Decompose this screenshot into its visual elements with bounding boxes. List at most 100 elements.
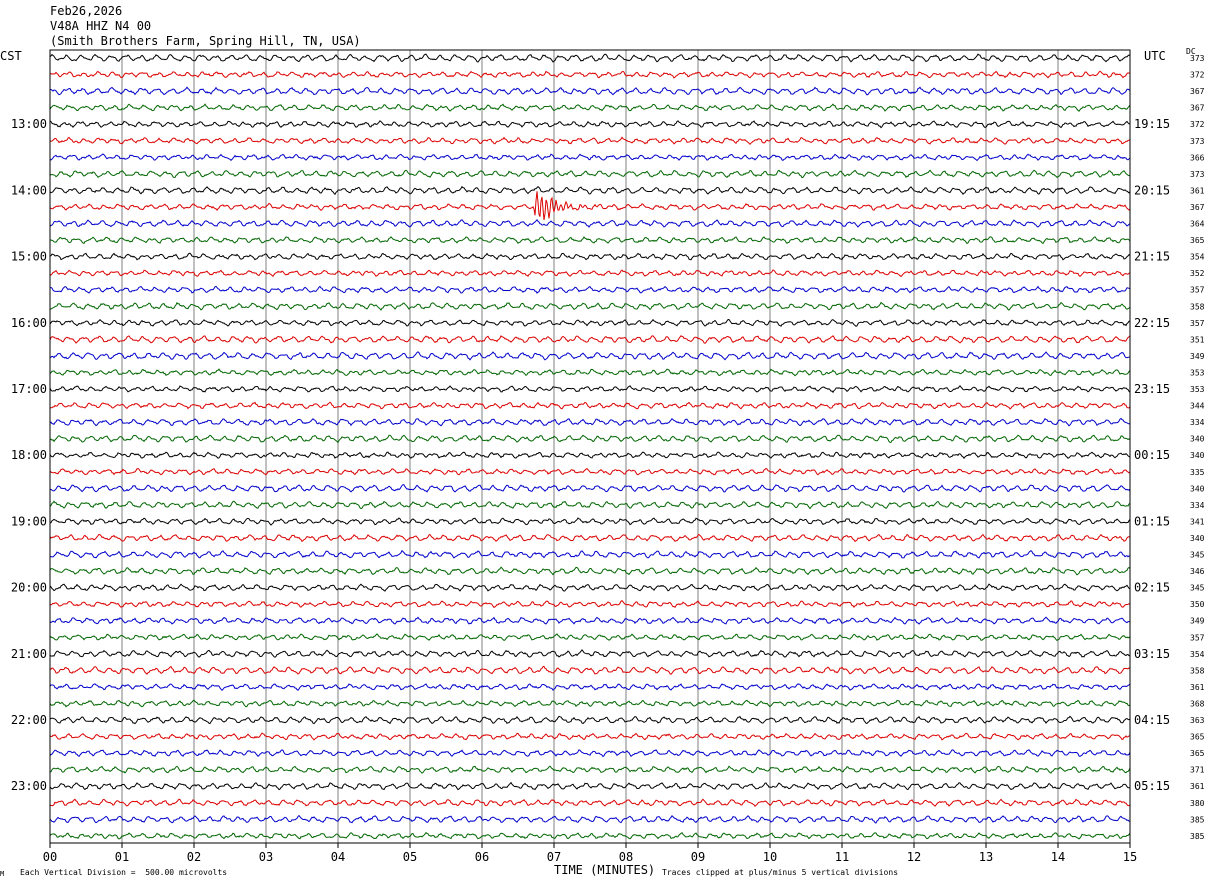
trace-line: [49, 103, 1131, 112]
trace-line: [49, 566, 1131, 576]
trace-line: [49, 665, 1131, 675]
trace-line: [49, 120, 1131, 129]
trace-line: [49, 683, 1131, 691]
dc-offset-label: 367: [1190, 87, 1205, 96]
trace-line: [49, 434, 1131, 444]
trace-line: [49, 831, 1131, 840]
dc-offset-label: 346: [1190, 567, 1205, 576]
dc-offset-label: 334: [1190, 501, 1205, 510]
dc-offset-label: 352: [1190, 269, 1205, 278]
station-code: V48A HHZ N4 00: [50, 19, 152, 33]
right-hour-label: 19:15: [1134, 117, 1170, 131]
trace-line: [49, 269, 1131, 278]
dc-offset-label: 341: [1190, 517, 1205, 526]
x-tick-label: 13: [979, 850, 993, 864]
dc-offset-label: 351: [1190, 335, 1205, 344]
left-hour-label: 22:00: [11, 713, 47, 727]
dc-offset-label: 357: [1190, 286, 1205, 295]
dc-offset-label: 334: [1190, 418, 1205, 427]
x-axis-label: TIME (MINUTES): [554, 863, 656, 877]
dc-offset-label: 366: [1190, 153, 1205, 162]
trace-line: [49, 765, 1131, 774]
dc-offset-label: 367: [1190, 104, 1205, 113]
trace-line: [49, 500, 1131, 510]
trace-line: [49, 814, 1131, 824]
plot-frame: [49, 49, 1131, 844]
dc-offset-label: 358: [1190, 666, 1205, 675]
dc-offset-label: 385: [1190, 832, 1205, 841]
x-tick-label: 00: [43, 850, 57, 864]
trace-line: [49, 191, 1131, 221]
left-hour-label: 14:00: [11, 183, 47, 197]
dc-offset-label: 361: [1190, 683, 1205, 692]
dc-offset-label: 354: [1190, 650, 1205, 659]
trace-line: [49, 533, 1131, 543]
dc-offset-label: 335: [1190, 468, 1205, 477]
left-hour-label: 23:00: [11, 779, 47, 793]
clip-note: Traces clipped at plus/minus 5 vertical …: [662, 868, 899, 877]
x-tick-label: 05: [403, 850, 417, 864]
dc-offset-label: 345: [1190, 551, 1205, 560]
x-tick-label: 15: [1123, 850, 1137, 864]
dc-offset-label: 340: [1190, 451, 1205, 460]
dc-offset-label: 354: [1190, 253, 1205, 262]
left-hour-label: 21:00: [11, 647, 47, 661]
right-hour-label: 20:15: [1134, 183, 1170, 197]
right-hour-label: 00:15: [1134, 448, 1170, 462]
left-hour-label: 13:00: [11, 117, 47, 131]
trace-line: [49, 732, 1131, 741]
x-tick-label: 08: [619, 850, 633, 864]
dc-offset-label: 344: [1190, 402, 1205, 411]
dc-offset-label: 357: [1190, 319, 1205, 328]
dc-offset-label: 353: [1190, 385, 1205, 394]
right-hour-label: 01:15: [1134, 514, 1170, 528]
dc-offset-label: 361: [1190, 186, 1205, 195]
trace-line: [49, 169, 1131, 179]
trace-line: [49, 633, 1131, 642]
dc-offset-label: 361: [1190, 782, 1205, 791]
dc-offset-label: 380: [1190, 799, 1205, 808]
left-hour-label: 17:00: [11, 382, 47, 396]
trace-line: [49, 252, 1131, 261]
trace-line: [49, 781, 1131, 791]
trace-line: [49, 401, 1131, 410]
dc-offset-label: 365: [1190, 749, 1205, 758]
x-tick-label: 03: [259, 850, 273, 864]
x-tick-label: 04: [331, 850, 345, 864]
vertical-division-note: Each Vertical Division = 500.00 microvol…: [20, 868, 228, 877]
dc-offset-label: 373: [1190, 54, 1205, 63]
trace-line: [49, 70, 1131, 79]
right-hour-label: 05:15: [1134, 779, 1170, 793]
dc-offset-label: 365: [1190, 236, 1205, 245]
trace-line: [49, 699, 1131, 708]
dc-offset-label: 350: [1190, 600, 1205, 609]
dc-offset-label: 358: [1190, 302, 1205, 311]
trace-line: [49, 351, 1131, 361]
trace-line: [49, 153, 1131, 162]
dc-offset-label: 365: [1190, 733, 1205, 742]
trace-line: [49, 185, 1131, 196]
trace-line: [49, 649, 1131, 658]
trace-line: [49, 318, 1131, 327]
right-hour-label: 02:15: [1134, 581, 1170, 595]
trace-line: [49, 384, 1131, 394]
trace-line: [49, 417, 1131, 427]
trace-line: [49, 467, 1131, 476]
right-hour-label: 23:15: [1134, 382, 1170, 396]
dc-offset-label: 349: [1190, 352, 1205, 361]
trace-line: [49, 583, 1131, 592]
x-tick-label: 11: [835, 850, 849, 864]
dc-offset-label: 385: [1190, 815, 1205, 824]
right-timezone-label: UTC: [1144, 49, 1166, 63]
dc-offset-label: 371: [1190, 766, 1205, 775]
trace-line: [49, 86, 1131, 96]
trace-line: [49, 451, 1131, 460]
dc-offset-label: 373: [1190, 170, 1205, 179]
trace-line: [49, 136, 1131, 146]
x-tick-label: 06: [475, 850, 489, 864]
dc-offset-label: 372: [1190, 71, 1205, 80]
dc-offset-label: 340: [1190, 534, 1205, 543]
dc-offset-label: 340: [1190, 484, 1205, 493]
dc-offset-label: 373: [1190, 137, 1205, 146]
